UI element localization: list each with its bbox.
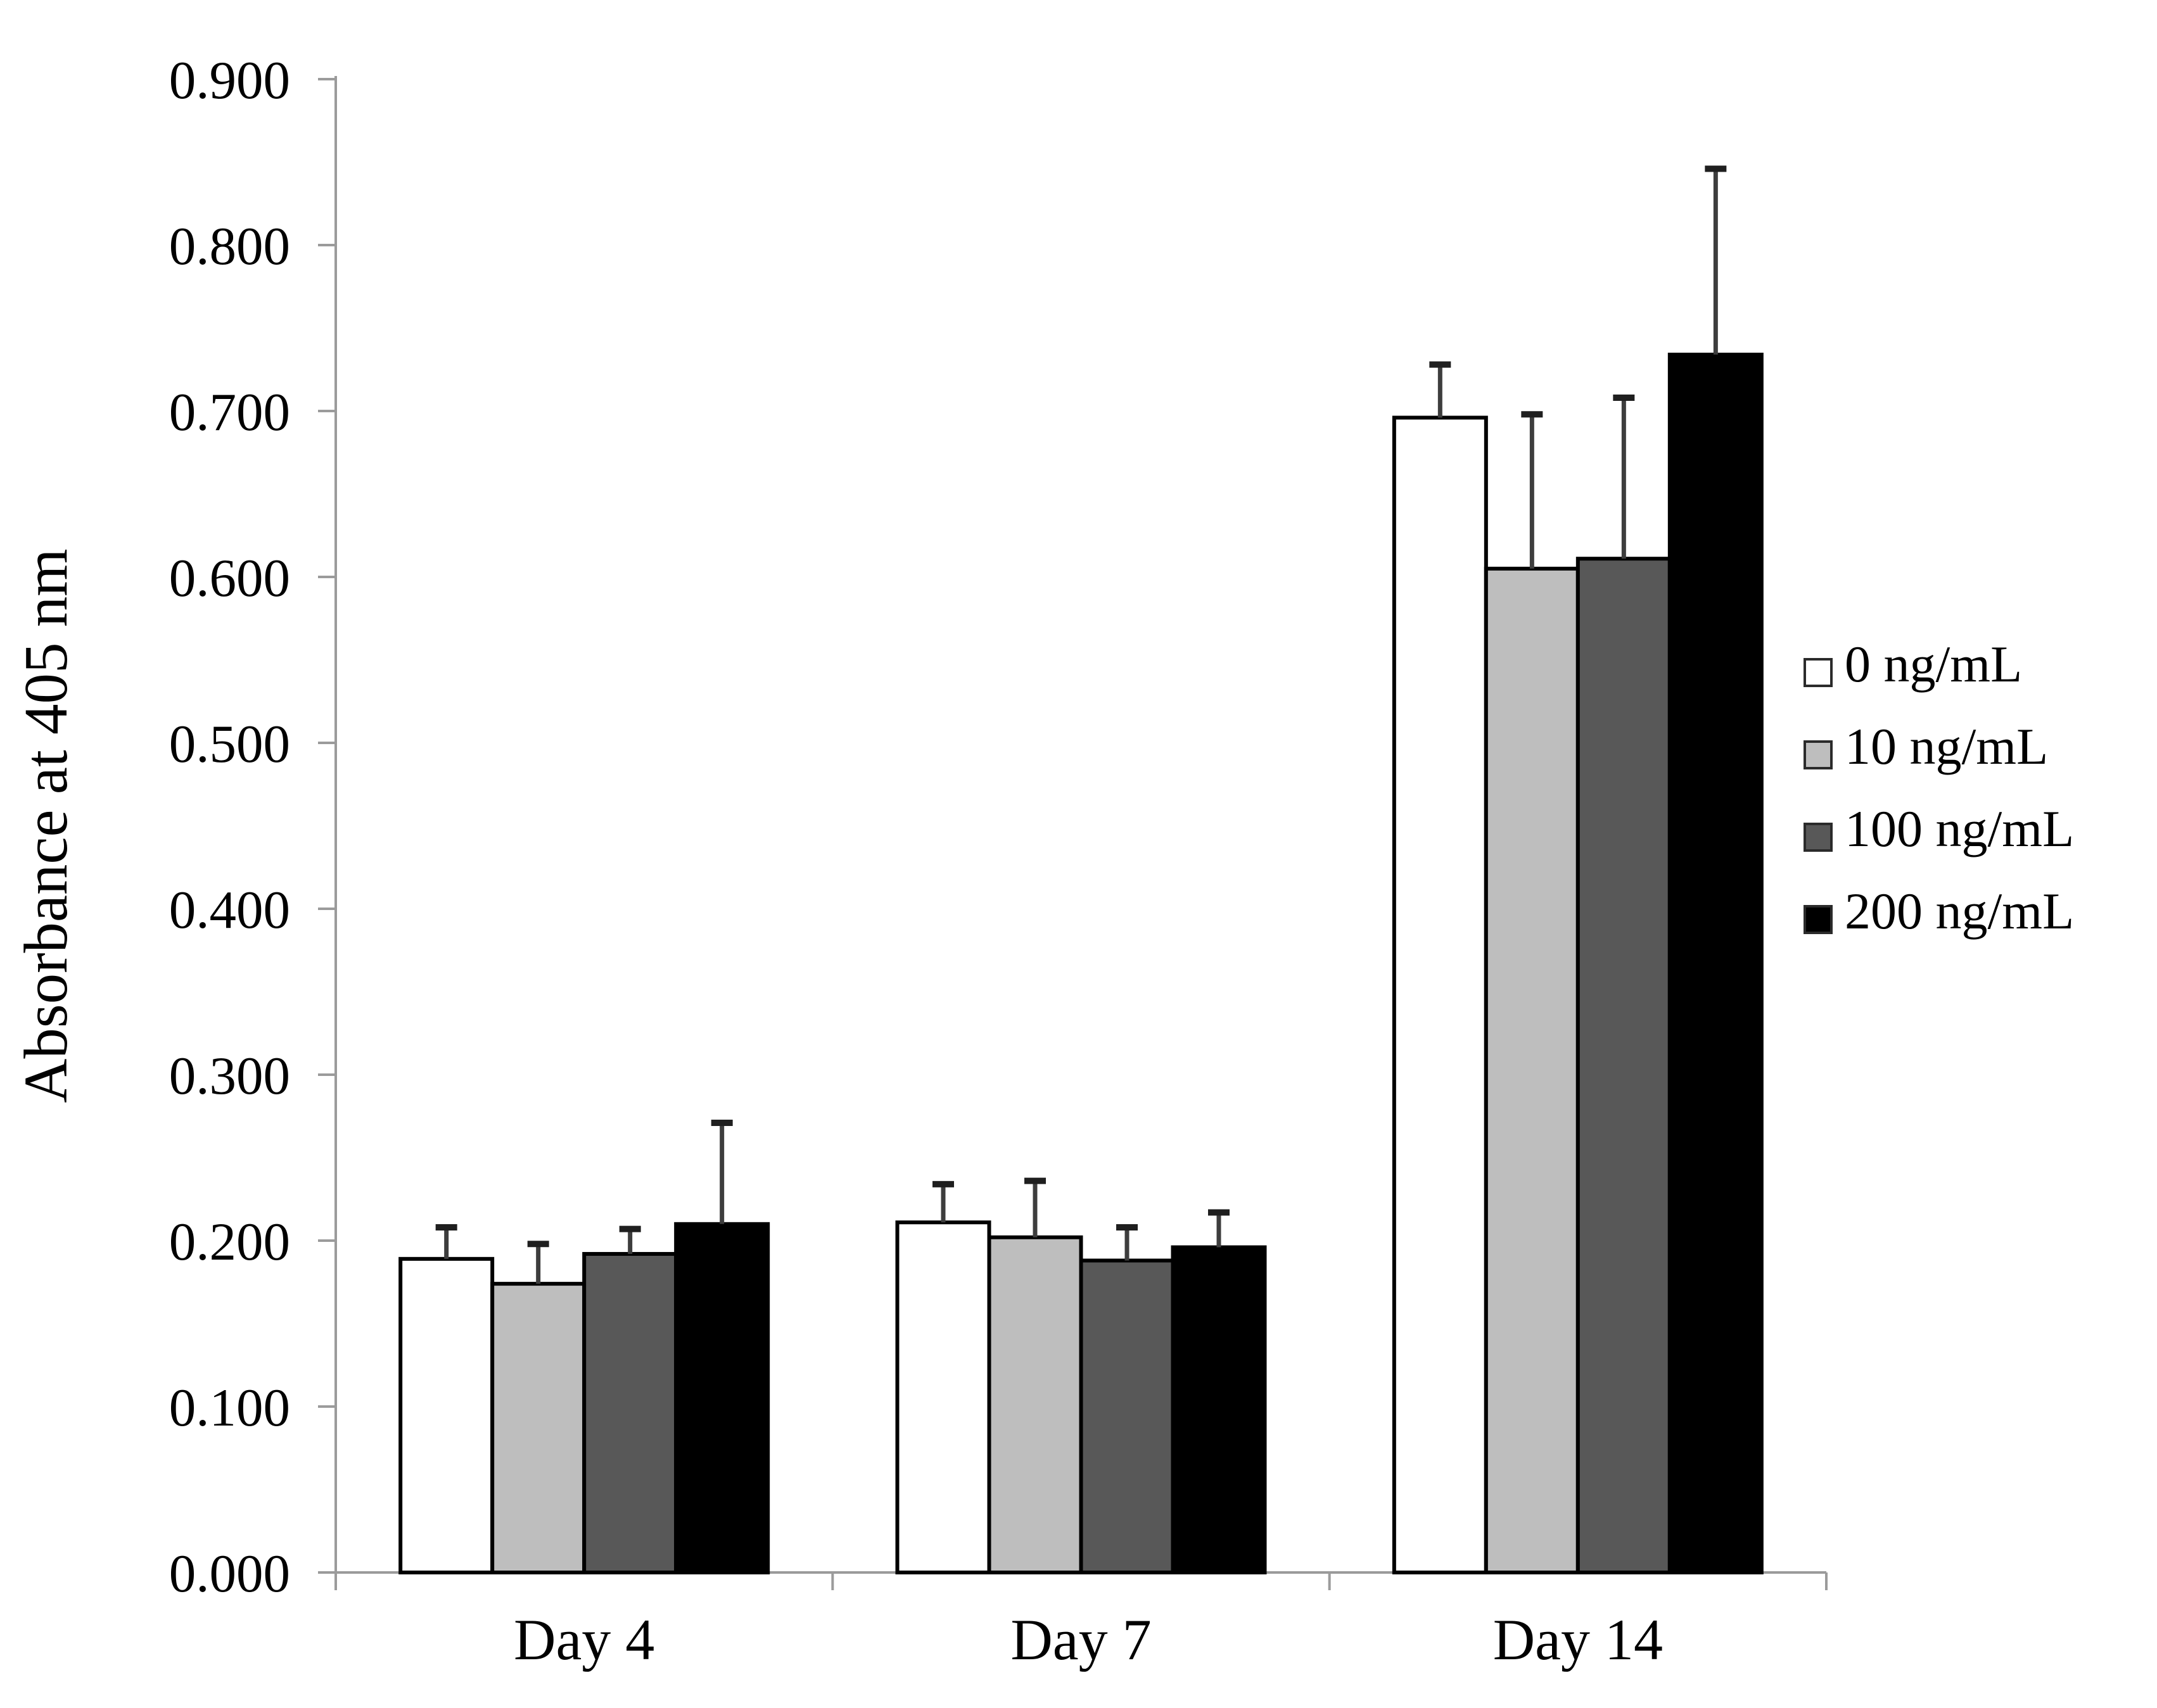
y-tick-label: 0.200	[169, 1212, 290, 1272]
bar-10-ng-ml-day-7	[987, 1235, 1083, 1574]
y-tick-label: 0.600	[169, 548, 290, 608]
y-tick-label: 0.500	[169, 714, 290, 774]
legend-label: 100 ng/mL	[1845, 800, 2074, 857]
bar-100-ng-ml-day-7	[1079, 1258, 1175, 1574]
legend-swatch-200-ng-ml	[1804, 905, 1833, 934]
bar-0-ng-ml-day-4	[398, 1256, 495, 1574]
bar-0-ng-ml-day-14	[1392, 415, 1488, 1574]
x-category-label: Day 14	[1493, 1607, 1663, 1672]
bar-0-ng-ml-day-7	[895, 1220, 991, 1575]
legend-swatch-0-ng-ml	[1804, 658, 1833, 687]
bar-200-ng-ml-day-14	[1667, 352, 1764, 1574]
legend-label: 0 ng/mL	[1845, 635, 2022, 693]
bar-100-ng-ml-day-4	[582, 1251, 678, 1574]
x-category-label: Day 7	[1010, 1607, 1151, 1672]
bar-10-ng-ml-day-14	[1484, 566, 1580, 1574]
legend-swatch-10-ng-ml	[1804, 740, 1833, 769]
y-tick-label: 0.300	[169, 1046, 290, 1106]
y-tick-label: 0.400	[169, 880, 290, 940]
legend-swatch-100-ng-ml	[1804, 823, 1833, 852]
bar-100-ng-ml-day-14	[1575, 557, 1672, 1574]
y-tick-label: 0.700	[169, 383, 290, 442]
y-tick-label: 0.100	[169, 1378, 290, 1438]
y-tick-label: 0.000	[169, 1544, 290, 1604]
legend-label: 200 ng/mL	[1845, 882, 2074, 940]
bar-200-ng-ml-day-4	[674, 1222, 770, 1575]
bar-10-ng-ml-day-4	[490, 1282, 587, 1574]
legend-label: 10 ng/mL	[1845, 718, 2048, 775]
x-category-label: Day 4	[514, 1607, 654, 1672]
y-tick-label: 0.800	[169, 217, 290, 276]
bar-200-ng-ml-day-7	[1171, 1245, 1267, 1574]
y-tick-label: 0.900	[169, 51, 290, 110]
y-axis-title: Absorbance at 405 nm	[12, 548, 80, 1103]
